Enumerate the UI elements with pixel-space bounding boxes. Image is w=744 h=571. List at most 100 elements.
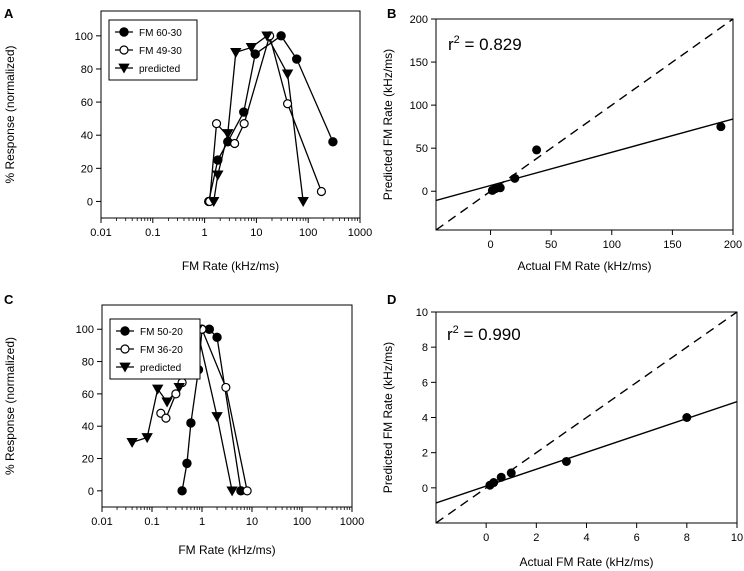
panel-b: B 0 50 100 150 200 0 50 100 150 200 Actual FM Rate …	[381, 6, 742, 273]
data-point	[292, 54, 302, 64]
data-point	[532, 145, 542, 155]
plot-frame	[101, 304, 353, 508]
data-point	[212, 332, 222, 343]
y-tick-label: 100	[75, 31, 93, 43]
legend-label: FM 50-20	[140, 327, 183, 338]
x-tick-label: 200	[724, 239, 742, 251]
y-tick-label: 0	[87, 196, 93, 208]
data-point	[506, 468, 516, 478]
data-point	[177, 486, 187, 496]
panel-d: D 0 2 4 6 8 10 0 2 4 6 8 10 Actual FM Rate (kHz/ms) Pr…	[381, 292, 743, 569]
data-point	[141, 433, 153, 444]
y-tick-label: 20	[81, 163, 93, 175]
data-point	[171, 389, 181, 399]
data-point	[282, 99, 293, 109]
data-point	[489, 478, 499, 488]
x-axis-title: Actual FM Rate (kHz/ms)	[519, 555, 653, 569]
x-tick-label: 1	[202, 227, 208, 239]
y-tick-label: 0	[422, 483, 428, 495]
legend-marker	[120, 344, 130, 354]
x-tick-label: 4	[583, 532, 589, 544]
data-point	[716, 122, 726, 132]
data-point	[173, 383, 185, 393]
y-tick-label: 20	[82, 454, 94, 466]
r-squared-label: r2 = 0.990	[447, 324, 521, 344]
x-tick-label: 0.01	[91, 516, 112, 528]
x-tick-label: 150	[663, 239, 681, 251]
y-tick-label: 2	[422, 448, 428, 460]
x-axis-title: FM Rate (kHz/ms)	[182, 259, 279, 273]
x-tick-label: 6	[634, 532, 640, 544]
data-point	[226, 486, 238, 497]
y-tick-label: 200	[410, 14, 428, 26]
series-line-1	[208, 33, 323, 202]
y-tick-label: 60	[81, 97, 93, 109]
y-tick-label: 0	[88, 486, 94, 498]
data-point	[261, 31, 273, 42]
x-tick-label: 2	[533, 532, 539, 544]
data-point	[161, 413, 171, 423]
x-tick-label: 0.1	[145, 227, 160, 239]
x-tick-label: 1	[199, 516, 205, 528]
legend-marker	[120, 326, 130, 336]
data-point	[495, 183, 505, 193]
y-tick-label: 6	[422, 377, 428, 389]
x-tick-label: 100	[603, 239, 621, 251]
legend-label: FM 49-30	[139, 46, 182, 57]
x-tick-label: 10	[246, 516, 258, 528]
x-tick-label: 8	[684, 532, 690, 544]
legend-marker	[119, 45, 129, 55]
y-tick-label: 40	[82, 421, 94, 433]
data-point	[239, 119, 249, 129]
data-point	[250, 49, 260, 59]
y-tick-label: 100	[76, 324, 94, 336]
data-point	[186, 418, 196, 428]
panel-c: C 0.01 0.1 1 10 100 1000 0 20 40 60 80 100 FM Rate (k…	[3, 292, 364, 557]
data-point	[328, 137, 338, 147]
legend-marker	[119, 27, 129, 37]
r-squared-label: r2 = 0.829	[448, 34, 522, 54]
data-point	[316, 186, 327, 197]
x-tick-label: 50	[545, 239, 557, 251]
fit-line	[436, 118, 733, 202]
data-point	[510, 173, 520, 183]
y-tick-label: 60	[82, 389, 94, 401]
panel-letter: A	[4, 6, 14, 21]
data-point	[182, 458, 192, 469]
data-point	[230, 48, 242, 58]
legend-label: FM 60-30	[139, 28, 182, 39]
data-point	[211, 119, 222, 129]
data-point	[297, 197, 309, 207]
data-point	[222, 129, 234, 140]
data-point	[245, 43, 258, 53]
y-tick-label: 100	[410, 100, 428, 112]
x-tick-label: 10	[731, 532, 743, 544]
y-axis-title: Predicted FM Rate (kHz/ms)	[381, 49, 395, 200]
data-point	[221, 382, 231, 393]
x-tick-label: 100	[299, 227, 317, 239]
y-tick-label: 40	[81, 130, 93, 142]
data-point	[276, 31, 286, 41]
data-point	[682, 413, 692, 422]
x-tick-label: 0.1	[144, 516, 159, 528]
x-axis-title: FM Rate (kHz/ms)	[178, 543, 275, 557]
plot-frame	[435, 18, 734, 231]
data-point	[211, 412, 223, 423]
series-line-0	[208, 34, 334, 202]
y-tick-label: 80	[82, 357, 94, 369]
data-point	[208, 197, 220, 207]
y-tick-label: 80	[81, 64, 93, 76]
data-point	[239, 107, 249, 117]
panel-a: A 0.01 0.1 1 10 100 1000 0 20 40 60 80 100 FM Rate (k…	[3, 6, 372, 273]
y-tick-label: 8	[422, 342, 428, 354]
y-axis-title: Predicted FM Rate (kHz/ms)	[381, 342, 395, 493]
identity-line	[436, 19, 733, 230]
panel-letter: C	[4, 292, 14, 307]
series-line-2	[213, 34, 304, 202]
plot-frame	[100, 10, 361, 219]
legend-label: predicted	[140, 363, 181, 374]
legend: FM 50-20 FM 36-20 predicted	[109, 318, 201, 380]
x-tick-label: 1000	[340, 516, 364, 528]
x-tick-label: 0	[487, 239, 493, 251]
